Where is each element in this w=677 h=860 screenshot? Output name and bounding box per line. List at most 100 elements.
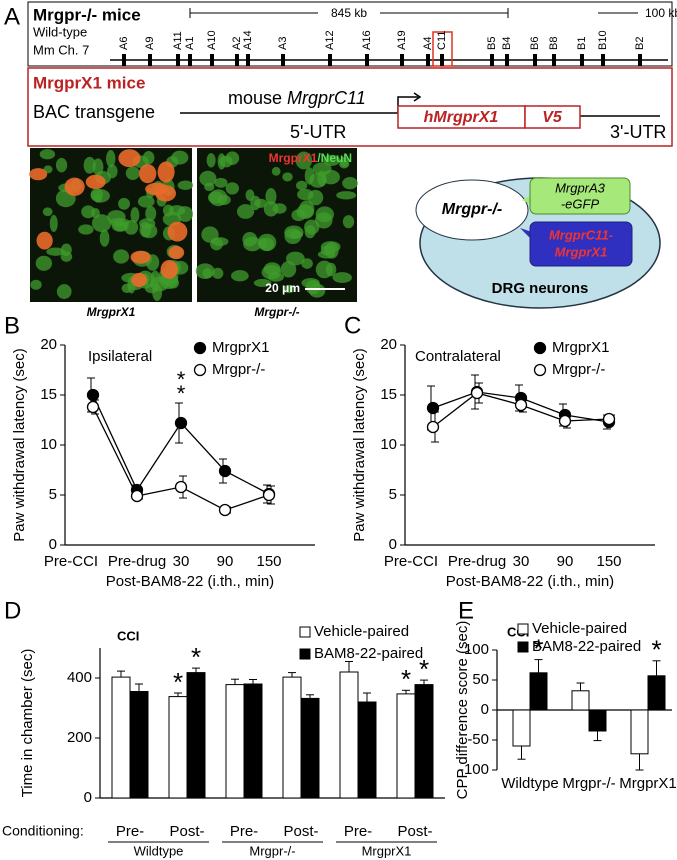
- legend-label: MrgprX1: [212, 339, 270, 356]
- cell: [295, 180, 308, 191]
- gene-mark: [148, 54, 152, 66]
- y-tick-label: 20: [40, 336, 57, 353]
- series-line: [92, 394, 270, 495]
- transgene-cell-box: [529, 221, 633, 267]
- data-point: [218, 503, 232, 517]
- data-point: [262, 488, 276, 502]
- cell: [93, 194, 103, 203]
- cell: [60, 243, 72, 257]
- gene-mark: [440, 54, 444, 66]
- gene-mark: [400, 54, 404, 66]
- cell: [91, 214, 112, 233]
- y-tick-label: 200: [67, 729, 92, 746]
- legend-swatch: [299, 648, 311, 660]
- cell: [320, 241, 341, 253]
- legend-swatch: [517, 623, 529, 635]
- cell: [309, 172, 327, 188]
- cell: [342, 177, 358, 190]
- cell: [36, 231, 53, 250]
- scale-label: 20 μm: [265, 281, 300, 295]
- x-tick-label: Pre-drug: [108, 553, 166, 570]
- y-tick-label: 15: [380, 386, 397, 403]
- gene-mark: [490, 54, 494, 66]
- group-label: MrgprX1: [362, 843, 412, 858]
- cell: [118, 197, 131, 210]
- bar: [243, 683, 263, 799]
- x-tick-label: Pre-CCI: [44, 553, 98, 570]
- y-axis-label: Paw withdrawal latency (sec): [351, 348, 368, 541]
- x-tick-label: Pre-drug: [448, 553, 506, 570]
- gene-label: B5: [486, 37, 498, 50]
- bar: [168, 696, 188, 799]
- bar: [357, 701, 377, 799]
- cell: [118, 149, 141, 168]
- promoter-prefix: mouse: [228, 88, 282, 108]
- stain-green: /NeuN: [317, 151, 352, 165]
- legend-label: Vehicle-paired: [532, 620, 627, 637]
- nucleus: [415, 179, 529, 241]
- cell: [145, 205, 157, 222]
- gene-mark: [246, 54, 250, 66]
- gene-label: A16: [361, 30, 373, 50]
- significance-mark: *: [651, 635, 661, 665]
- cell: [317, 250, 336, 259]
- cell: [236, 204, 255, 219]
- x-tick-label: MrgprX1: [619, 775, 677, 792]
- gene-mark: [365, 54, 369, 66]
- cell: [121, 283, 132, 293]
- data-point: [174, 416, 188, 430]
- y-tick-label: 5: [389, 486, 397, 503]
- gene-mark: [210, 54, 214, 66]
- gene-label: B6: [529, 37, 541, 50]
- cell: [139, 164, 157, 184]
- row-label: Mm Ch. 7: [33, 42, 89, 57]
- y-tick-label: 100: [464, 641, 489, 658]
- cell: [258, 237, 268, 249]
- legend-label: BAM8-22-paired: [314, 645, 423, 662]
- cell: [336, 191, 357, 200]
- gene-label: B8: [548, 37, 560, 50]
- gene-mark: [281, 54, 285, 66]
- cell: [167, 221, 188, 242]
- data-point: [426, 401, 440, 415]
- panel-label: A: [4, 3, 20, 30]
- cell: [285, 251, 305, 266]
- y-tick-label: 10: [40, 436, 57, 453]
- gene-mark: [235, 54, 239, 66]
- cell: [157, 161, 175, 183]
- cell: [271, 166, 281, 176]
- cell: [125, 166, 140, 181]
- cell: [49, 214, 58, 233]
- bar: [111, 676, 131, 799]
- y-tick-label: 50: [472, 671, 489, 688]
- legend-marker: [193, 341, 207, 355]
- x-tick-label: Mrgpr-/-: [562, 775, 615, 792]
- cell: [301, 258, 313, 269]
- y-tick-label: 10: [380, 436, 397, 453]
- mouse-label: Mrgpr-/-: [442, 201, 502, 218]
- significance-mark: *: [401, 664, 411, 694]
- cell: [107, 210, 126, 224]
- panel-label: C: [344, 312, 361, 339]
- data-point: [86, 388, 100, 402]
- x-tick-label: 30: [173, 553, 190, 570]
- cell: [253, 278, 272, 288]
- legend-swatch: [517, 641, 529, 653]
- significance-mark: *: [419, 654, 429, 684]
- x-tick-label: 30: [513, 553, 530, 570]
- x-tick-label: Post-: [397, 823, 432, 840]
- legend-marker: [533, 341, 547, 355]
- gene-mark: [638, 54, 642, 66]
- cell: [332, 272, 352, 283]
- tss-arrowhead: [413, 92, 422, 102]
- x-tick-label: Post-: [169, 823, 204, 840]
- bar: [300, 697, 320, 799]
- y-tick-label: 0: [481, 701, 489, 718]
- cell: [106, 150, 116, 168]
- legend-label: BAM8-22-paired: [532, 638, 641, 655]
- bar: [647, 675, 666, 711]
- bar: [282, 676, 302, 799]
- reporter-label: MrgprA3: [555, 180, 606, 195]
- cell: [219, 155, 233, 168]
